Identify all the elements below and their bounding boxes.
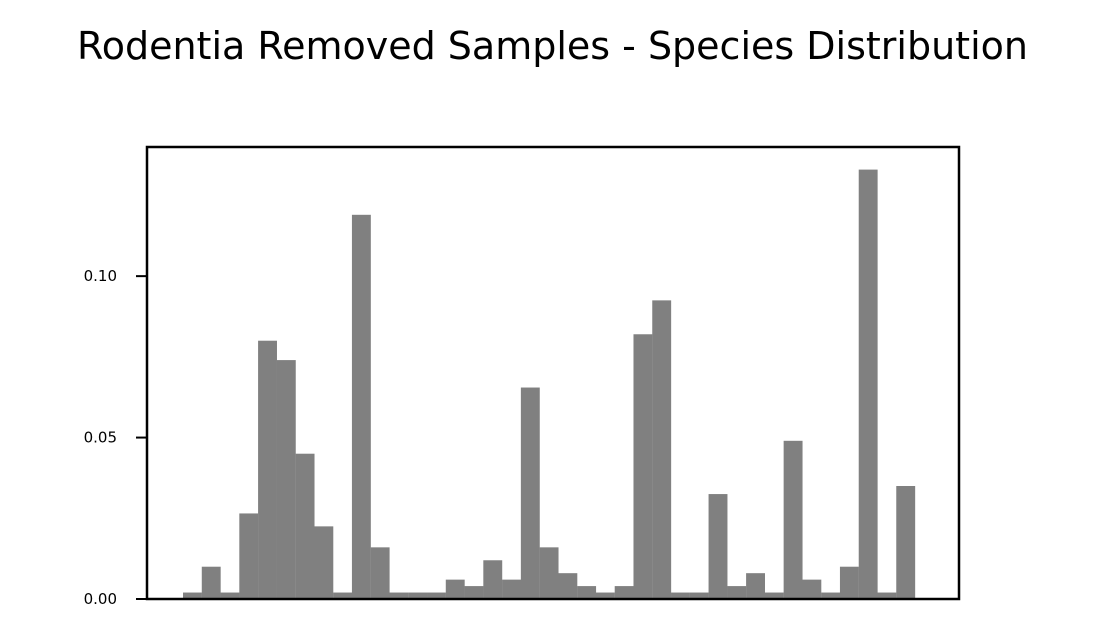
- bar-29: [727, 586, 747, 599]
- bar-3: [239, 513, 259, 599]
- bar-5: [276, 360, 296, 599]
- bar-37: [877, 592, 897, 599]
- bars-group: [183, 169, 916, 600]
- y-tick-label-2: 0.10: [84, 267, 117, 285]
- bar-31: [764, 592, 784, 599]
- bar-1: [201, 566, 221, 599]
- bar-2: [220, 592, 240, 599]
- bar-9: [351, 214, 371, 600]
- bar-30: [746, 573, 765, 599]
- bar-23: [614, 586, 634, 599]
- bar-10: [370, 547, 390, 599]
- bar-14: [445, 579, 465, 599]
- y-tick-label-0: 0.00: [84, 590, 117, 608]
- bar-27: [689, 592, 709, 599]
- bar-13: [427, 592, 446, 599]
- bar-17: [502, 579, 521, 599]
- bar-0: [183, 592, 202, 599]
- y-tick-label-1: 0.05: [84, 429, 117, 447]
- bar-35: [839, 566, 859, 599]
- bar-25: [652, 300, 672, 599]
- bar-36: [858, 169, 878, 599]
- bar-15: [464, 586, 484, 599]
- bar-33: [802, 579, 822, 599]
- chart-title: Rodentia Removed Samples - Species Distr…: [77, 24, 1028, 68]
- bar-38: [896, 486, 916, 599]
- bar-16: [483, 560, 503, 599]
- bar-11: [389, 592, 409, 599]
- bar-7: [314, 526, 334, 599]
- bar-8: [333, 592, 353, 599]
- bar-19: [539, 547, 559, 599]
- bar-12: [408, 592, 428, 599]
- bar-34: [821, 592, 841, 599]
- bar-24: [633, 334, 653, 599]
- bar-21: [577, 586, 597, 599]
- bar-26: [671, 592, 690, 599]
- bar-6: [295, 453, 315, 599]
- bar-18: [520, 387, 540, 599]
- bar-28: [708, 494, 728, 599]
- bar-22: [595, 592, 615, 599]
- plot-frame: [145, 145, 961, 601]
- bar-4: [258, 340, 277, 599]
- y-axis: 0.00 0.05 0.10: [84, 267, 147, 608]
- bar-20: [558, 573, 578, 599]
- bar-32: [783, 440, 803, 599]
